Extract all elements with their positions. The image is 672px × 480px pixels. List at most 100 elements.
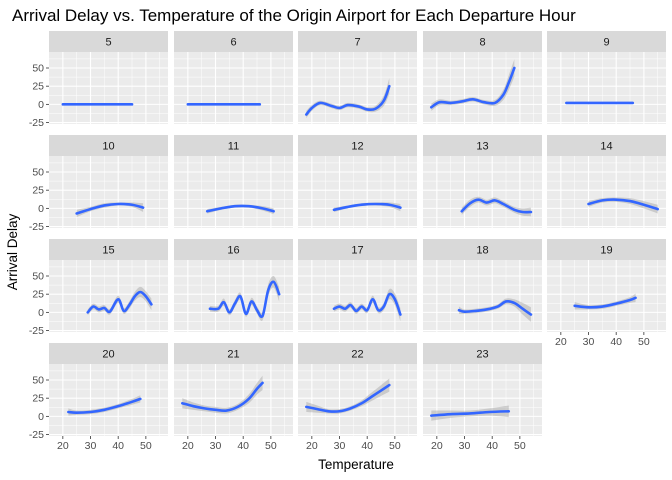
y-tick-label: -25	[29, 429, 44, 441]
facet-strip	[298, 31, 417, 52]
y-tick-label: 50	[32, 271, 44, 283]
facet-strip-label: 19	[600, 245, 612, 257]
facet-strip	[49, 135, 168, 156]
facet-strip-label: 16	[227, 245, 239, 257]
confidence-band	[306, 78, 390, 119]
y-tick-label: -25	[29, 221, 44, 233]
smooth-line	[86, 290, 153, 314]
facet-strip	[49, 343, 168, 364]
x-tick-label: 50	[514, 440, 526, 452]
facet-strip	[547, 239, 666, 260]
facet-strip	[298, 343, 417, 364]
x-tick-label: 30	[85, 440, 97, 452]
plot-panel	[298, 156, 417, 228]
plot-panel	[49, 260, 168, 332]
smooth-line	[205, 204, 275, 213]
facet-strip-label: 7	[354, 37, 360, 49]
plot-panel	[547, 260, 666, 332]
facet-strip-label: 20	[102, 349, 114, 361]
facet-strip-label: 14	[600, 141, 612, 153]
confidence-band	[461, 196, 531, 217]
x-tick-label: 50	[265, 440, 277, 452]
smooth-line	[75, 202, 145, 215]
y-tick-label: -25	[29, 325, 44, 337]
x-tick-label: 20	[555, 336, 567, 348]
x-tick-label: 40	[237, 440, 249, 452]
plot-panel	[49, 156, 168, 228]
smooth-line	[332, 292, 402, 316]
facet-panel-10: 10 -25 0 25 50	[29, 135, 168, 233]
smooth-line	[332, 202, 402, 212]
x-tick-label: 20	[182, 440, 194, 452]
facet-strip-label: 9	[603, 37, 609, 49]
confidence-band	[431, 59, 515, 111]
smooth-line	[430, 66, 516, 109]
facet-panel-6: 6	[174, 31, 293, 124]
smooth-line	[573, 296, 637, 309]
y-tick-label: 0	[38, 307, 44, 319]
plot-panel	[423, 364, 542, 436]
facet-panel-13: 13	[423, 135, 542, 228]
x-tick-label: 20	[431, 440, 443, 452]
facet-panel-18: 18	[423, 239, 542, 332]
facet-strip	[298, 135, 417, 156]
confidence-band	[333, 288, 401, 322]
facet-strip	[298, 239, 417, 260]
x-tick-label: 50	[389, 440, 401, 452]
plot-panel	[423, 260, 542, 332]
plot-panel	[298, 52, 417, 124]
y-tick-label: 0	[38, 99, 44, 111]
facet-panel-8: 8	[423, 31, 542, 124]
smooth-line	[181, 381, 264, 412]
facet-strip	[174, 239, 293, 260]
smooth-line	[305, 84, 391, 116]
x-tick-label: 40	[361, 440, 373, 452]
y-tick-label: 25	[32, 81, 44, 93]
y-tick-label: 50	[32, 63, 44, 75]
confidence-band	[458, 298, 531, 322]
plot-panel	[547, 156, 666, 228]
facet-strip	[547, 31, 666, 52]
confidence-band	[574, 293, 636, 310]
facet-panel-21: 21 20 30 40 50	[174, 343, 293, 452]
plot-panel	[174, 364, 293, 436]
x-tick-label: 40	[112, 440, 124, 452]
x-tick-label: 30	[459, 440, 471, 452]
smooth-line	[587, 198, 659, 211]
facet-strip-label: 17	[351, 245, 363, 257]
smooth-line	[208, 280, 281, 319]
y-tick-label: -25	[29, 117, 44, 129]
chart-title: Arrival Delay vs. Temperature of the Ori…	[12, 6, 576, 25]
x-tick-label: 20	[306, 440, 318, 452]
plot-panel	[423, 52, 542, 124]
facet-strip-label: 10	[102, 141, 114, 153]
y-tick-label: 25	[32, 289, 44, 301]
facet-strip	[423, 343, 542, 364]
facet-strip	[49, 239, 168, 260]
facet-strip-label: 22	[351, 349, 363, 361]
facet-panel-19: 19 20 30 40 50	[547, 239, 666, 348]
facet-panel-7: 7	[298, 31, 417, 124]
x-tick-label: 40	[486, 440, 498, 452]
y-tick-label: 50	[32, 167, 44, 179]
x-tick-label: 30	[583, 336, 595, 348]
facet-strip	[174, 135, 293, 156]
facet-panel-22: 22 20 30 40 50	[298, 343, 417, 452]
confidence-band	[588, 197, 658, 214]
facet-panel-11: 11	[174, 135, 293, 228]
facet-panel-16: 16	[174, 239, 293, 332]
facet-strip	[174, 343, 293, 364]
x-tick-label: 30	[334, 440, 346, 452]
plot-panel	[423, 156, 542, 228]
smooth-line	[460, 198, 533, 214]
facet-strip-label: 21	[227, 349, 239, 361]
x-tick-label: 50	[140, 440, 152, 452]
plot-panel	[49, 52, 168, 124]
facet-strip-label: 13	[476, 141, 488, 153]
facet-strip-label: 11	[228, 141, 239, 153]
plot-panel	[174, 52, 293, 124]
facet-strip-label: 23	[476, 349, 488, 361]
facet-strip-label: 15	[102, 245, 114, 257]
